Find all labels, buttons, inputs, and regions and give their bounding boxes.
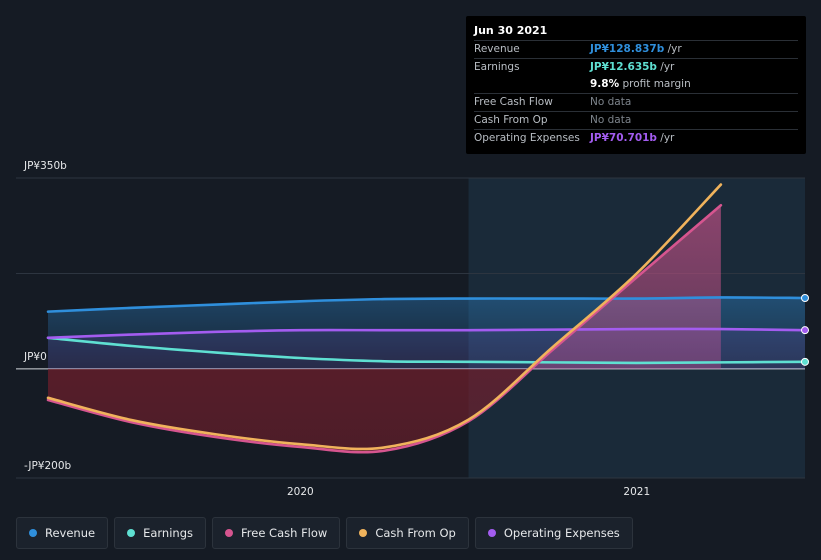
operating-expenses-line (46, 327, 807, 340)
earnings-line (46, 336, 807, 365)
tooltip-panel: Jun 30 2021 Revenue JP¥128.837b /yr Earn… (466, 16, 806, 154)
tooltip-value: No data (590, 114, 632, 126)
legend-item-revenue[interactable]: Revenue (16, 517, 109, 549)
cash-from-op-line (46, 183, 723, 451)
tooltip-label: Cash From Op (474, 114, 548, 126)
tooltip-suffix: /yr (656, 132, 675, 144)
chart-area: JP¥350b JP¥0 -JP¥200b 2020 2021 (16, 160, 809, 498)
profit-margin-value: 9.8% (590, 78, 620, 90)
operating-expenses-end-dot (801, 326, 809, 335)
free-cash-flow-negative-area (48, 368, 532, 453)
y-tick-label: JP¥350b (23, 160, 67, 172)
x-tick-label: 2020 (287, 486, 314, 498)
free-cash-flow-positive-area (48, 205, 721, 369)
revenue-line (46, 296, 807, 313)
legend-label: Operating Expenses (503, 526, 620, 540)
tooltip-label: Free Cash Flow (474, 96, 553, 108)
y-tick-label: -JP¥200b (24, 460, 72, 472)
legend: Revenue Earnings Free Cash Flow Cash Fro… (16, 517, 633, 549)
tooltip-label: Revenue (474, 43, 520, 55)
tooltip-label: Earnings (474, 61, 520, 73)
legend-item-cash-from-op[interactable]: Cash From Op (346, 517, 469, 549)
legend-dot-icon (359, 529, 368, 537)
tooltip-value: JP¥128.837b (590, 43, 665, 55)
tooltip-suffix: /yr (656, 61, 675, 73)
tooltip-suffix: /yr (664, 43, 682, 55)
legend-dot-icon (225, 529, 233, 537)
tooltip-row-free-cash-flow: Free Cash Flow No data (474, 93, 798, 111)
revenue-end-dot (801, 294, 809, 302)
tooltip-value: JP¥70.701b (590, 132, 657, 144)
tooltip-row-operating-expenses: Operating Expenses JP¥70.701b /yr (474, 129, 798, 147)
legend-label: Cash From Op (375, 526, 456, 540)
tooltip-label: Operating Expenses (474, 132, 580, 144)
tooltip-row-revenue: Revenue JP¥128.837b /yr (474, 40, 798, 58)
legend-label: Earnings (143, 526, 193, 540)
tooltip-value: No data (590, 96, 632, 108)
free-cash-flow-line (46, 203, 723, 454)
legend-item-earnings[interactable]: Earnings (114, 517, 206, 549)
operating-expenses-area (48, 328, 805, 369)
y-tick-label: JP¥0 (23, 351, 47, 363)
tooltip-value: JP¥12.635b (590, 61, 657, 73)
x-tick-label: 2021 (623, 486, 650, 498)
legend-dot-icon (127, 529, 136, 537)
legend-dot-icon (29, 529, 37, 537)
tooltip-date: Jun 30 2021 (474, 24, 548, 37)
legend-item-free-cash-flow[interactable]: Free Cash Flow (212, 517, 341, 549)
legend-item-operating-expenses[interactable]: Operating Expenses (474, 517, 633, 549)
tooltip-row-margin: 9.8% profit margin (474, 76, 798, 93)
profit-margin-text: profit margin (619, 78, 691, 90)
tooltip-row-earnings: Earnings JP¥12.635b /yr (474, 58, 798, 76)
legend-label: Free Cash Flow (241, 526, 328, 540)
earnings-end-dot (801, 357, 809, 366)
legend-label: Revenue (45, 526, 96, 540)
legend-dot-icon (487, 529, 496, 537)
tooltip-row-cash-from-op: Cash From Op No data (474, 111, 798, 129)
